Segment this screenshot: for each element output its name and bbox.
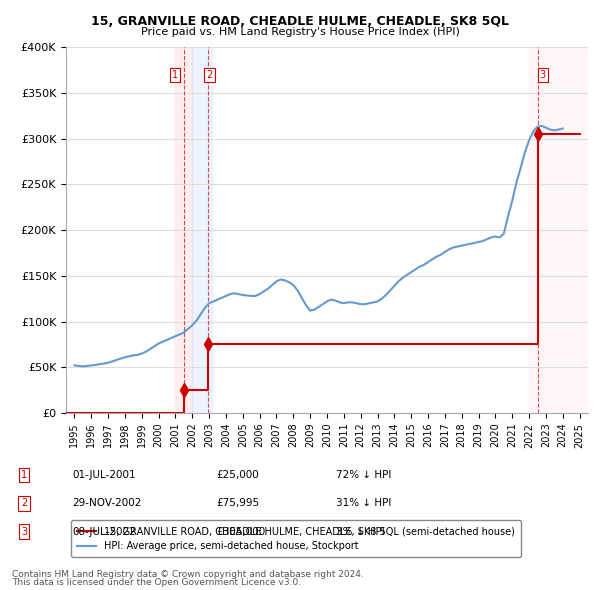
Text: 72% ↓ HPI: 72% ↓ HPI: [336, 470, 391, 480]
Text: £75,995: £75,995: [216, 499, 259, 508]
Text: Price paid vs. HM Land Registry's House Price Index (HPI): Price paid vs. HM Land Registry's House …: [140, 27, 460, 37]
Text: 3: 3: [540, 70, 546, 80]
Text: Contains HM Land Registry data © Crown copyright and database right 2024.: Contains HM Land Registry data © Crown c…: [12, 571, 364, 579]
Text: £305,000: £305,000: [216, 527, 265, 536]
Text: 01-JUL-2001: 01-JUL-2001: [72, 470, 136, 480]
Text: 3% ↓ HPI: 3% ↓ HPI: [336, 527, 385, 536]
Text: 1: 1: [172, 70, 179, 80]
Legend: 15, GRANVILLE ROAD, CHEADLE HULME, CHEADLE, SK8 5QL (semi-detached house), HPI: : 15, GRANVILLE ROAD, CHEADLE HULME, CHEAD…: [71, 520, 521, 557]
Text: 1: 1: [21, 470, 27, 480]
Text: 15, GRANVILLE ROAD, CHEADLE HULME, CHEADLE, SK8 5QL: 15, GRANVILLE ROAD, CHEADLE HULME, CHEAD…: [91, 15, 509, 28]
Text: 08-JUL-2022: 08-JUL-2022: [72, 527, 136, 536]
Text: 2: 2: [21, 499, 27, 508]
Bar: [192, 47, 212, 413]
Text: This data is licensed under the Open Government Licence v3.0.: This data is licensed under the Open Gov…: [12, 578, 301, 587]
Bar: [529, 47, 588, 413]
Text: 29-NOV-2002: 29-NOV-2002: [72, 499, 142, 508]
Text: 2: 2: [206, 70, 212, 80]
Text: £25,000: £25,000: [216, 470, 259, 480]
Text: 31% ↓ HPI: 31% ↓ HPI: [336, 499, 391, 508]
Bar: [175, 47, 192, 413]
Text: 3: 3: [21, 527, 27, 536]
